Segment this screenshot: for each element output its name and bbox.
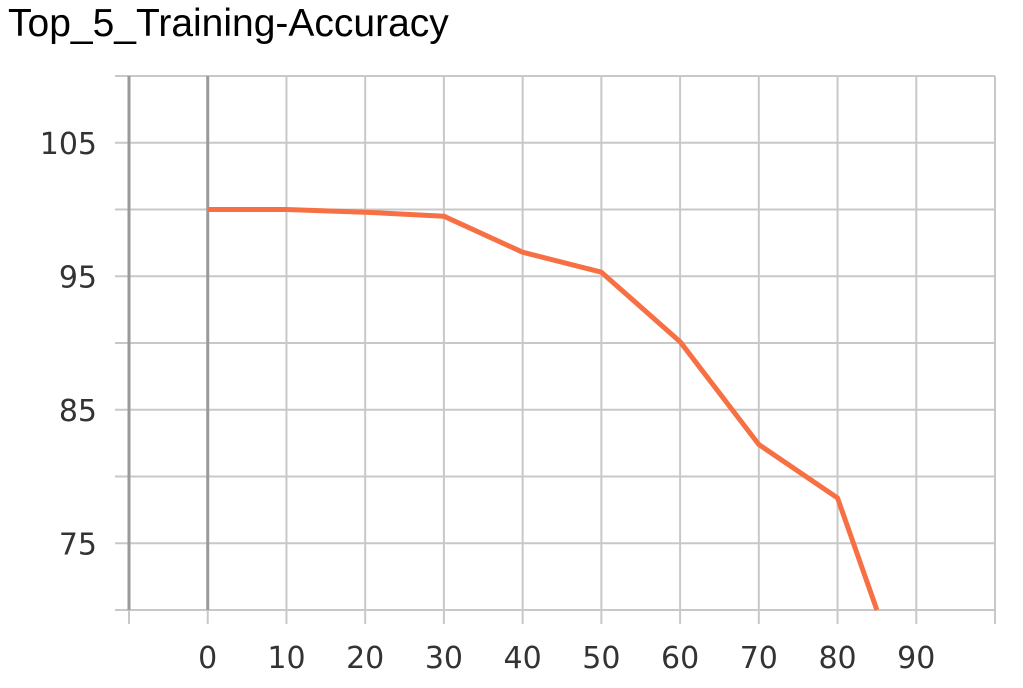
x-tick-label: 10 [267, 641, 305, 676]
x-tick-label: 50 [582, 641, 620, 676]
series-layer [207, 207, 880, 611]
chart-title: Top_5_Training-Accuracy [8, 2, 449, 45]
series-line [207, 207, 880, 611]
x-tick-label: 40 [504, 641, 542, 676]
x-tick-label: 90 [897, 641, 935, 676]
grid [115, 75, 996, 624]
x-tick-label: 20 [346, 641, 384, 676]
x-tick-label: 70 [740, 641, 778, 676]
y-tick-label: 75 [59, 527, 97, 562]
x-tick-label: 30 [425, 641, 463, 676]
x-tick-label: 0 [198, 641, 217, 676]
y-tick-label: 105 [40, 127, 97, 162]
x-tick-label: 80 [818, 641, 856, 676]
y-tick-label: 95 [59, 260, 97, 295]
x-tick-label: 60 [661, 641, 699, 676]
y-tick-label: 85 [59, 394, 97, 429]
tick-labels: 75 85 95 105 0 10 20 30 40 50 60 70 80 90 [40, 127, 936, 676]
